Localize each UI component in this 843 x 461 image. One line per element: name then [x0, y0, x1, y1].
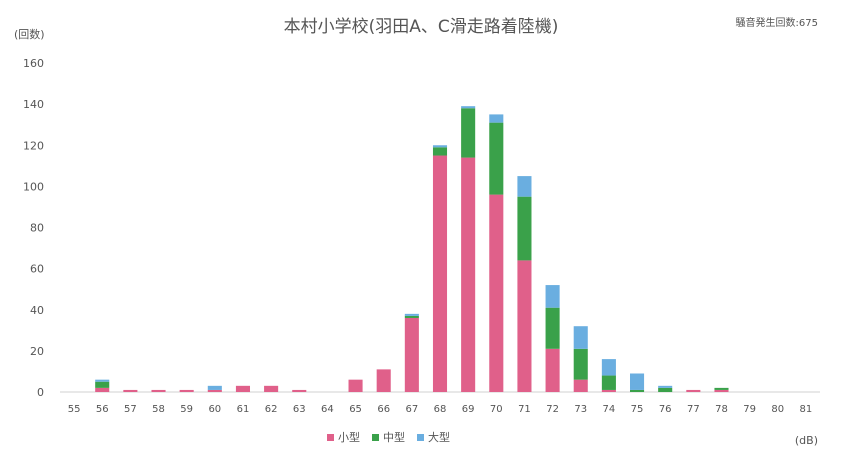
bar-segment-medium	[714, 387, 729, 390]
x-tick-label: 59	[180, 404, 193, 415]
y-tick-labels: 0 20 40 60 80 100 120 140 160	[23, 57, 44, 399]
bar-segment-small	[714, 389, 729, 392]
chart-legend: 小型 中型 大型	[327, 430, 450, 444]
bar-segment-small	[348, 379, 363, 392]
y-tick-label: 80	[30, 222, 44, 235]
bar-segment-small	[151, 389, 166, 392]
y-tick-label: 60	[30, 263, 44, 276]
legend-label: 大型	[428, 430, 450, 444]
x-tick-labels: 55 56 57 58 59 60 61 62 63 64 65 66 67 68 69 70 71 72 73 74…	[68, 404, 813, 415]
x-tick-label: 71	[518, 404, 531, 415]
legend-label: 小型	[338, 430, 360, 444]
y-tick-label: 140	[23, 98, 44, 111]
bar-segment-large	[207, 385, 222, 390]
x-tick-label: 69	[462, 404, 475, 415]
bar-segment-large	[573, 326, 588, 349]
bar-segment-medium	[601, 375, 616, 390]
bar-segment-large	[658, 385, 673, 388]
bar-segment-small	[545, 348, 560, 392]
bar-segment-small	[179, 389, 194, 392]
bar-segment-small	[95, 387, 110, 392]
bar-segment-medium	[95, 381, 110, 388]
x-axis-label: (dB)	[795, 434, 818, 447]
bar-segment-medium	[545, 307, 560, 349]
x-tick-label: 63	[293, 404, 306, 415]
x-tick-label: 61	[237, 404, 250, 415]
bar-segment-large	[95, 379, 110, 382]
y-tick-label: 0	[37, 386, 44, 399]
bar-segment-large	[489, 114, 504, 123]
bar-segment-small	[517, 260, 532, 392]
bar-segment-large	[404, 313, 419, 316]
bar-segment-small	[404, 317, 419, 392]
bar-segment-small	[601, 389, 616, 392]
x-tick-label: 74	[603, 404, 616, 415]
noise-count-note: 騒音発生回数:675	[736, 16, 818, 29]
x-tick-label: 76	[659, 404, 672, 415]
x-tick-label: 58	[152, 404, 165, 415]
bar-segment-large	[517, 176, 532, 197]
bar-segment-large	[630, 373, 645, 390]
bar-segment-small	[376, 369, 391, 392]
x-tick-label: 80	[771, 404, 784, 415]
y-tick-label: 100	[23, 180, 44, 193]
x-tick-label: 65	[349, 404, 362, 415]
x-tick-label: 75	[631, 404, 644, 415]
x-tick-label: 56	[96, 404, 109, 415]
bar-stacks	[95, 106, 729, 392]
y-axis-label: (回数)	[14, 28, 45, 41]
x-tick-label: 67	[405, 404, 418, 415]
bar-segment-large	[432, 145, 448, 148]
x-tick-label: 78	[715, 404, 728, 415]
chart-title: 本村小学校(羽田A、C滑走路着陸機)	[284, 17, 559, 37]
y-tick-label: 20	[30, 345, 44, 358]
bar-segment-large	[461, 106, 476, 109]
x-tick-label: 55	[68, 404, 81, 415]
bar-segment-small	[207, 389, 222, 392]
x-tick-label: 79	[743, 404, 756, 415]
bar-segment-small	[573, 379, 588, 392]
y-tick-label: 120	[23, 139, 44, 152]
bar-segment-large	[545, 285, 560, 308]
bar-segment-medium	[432, 147, 448, 156]
x-tick-label: 77	[687, 404, 700, 415]
x-tick-label: 72	[546, 404, 559, 415]
x-tick-label: 66	[377, 404, 390, 415]
bar-segment-medium	[461, 108, 476, 158]
x-tick-label: 57	[124, 404, 137, 415]
bar-segment-large	[601, 359, 616, 376]
bar-segment-medium	[489, 122, 504, 195]
bar-segment-small	[686, 389, 701, 392]
x-tick-label: 62	[265, 404, 278, 415]
x-tick-label: 64	[321, 404, 334, 415]
y-tick-label: 160	[23, 57, 44, 70]
bar-segment-small	[432, 155, 448, 392]
x-tick-label: 68	[434, 404, 447, 415]
bar-segment-small	[292, 389, 307, 392]
bar-segment-medium	[573, 348, 588, 380]
x-tick-label: 73	[574, 404, 587, 415]
bar-segment-small	[235, 385, 250, 392]
bar-segment-small	[264, 385, 279, 392]
y-tick-label: 40	[30, 304, 44, 317]
bar-segment-small	[489, 194, 504, 392]
legend-swatch	[327, 434, 334, 441]
legend-swatch	[417, 434, 424, 441]
bar-segment-small	[461, 157, 476, 392]
legend-label: 中型	[383, 430, 405, 444]
x-tick-label: 81	[800, 404, 813, 415]
x-tick-label: 70	[490, 404, 503, 415]
bar-segment-medium	[630, 389, 645, 392]
bar-segment-medium	[658, 387, 673, 392]
x-tick-label: 60	[208, 404, 221, 415]
bar-segment-medium	[517, 196, 532, 261]
bar-segment-medium	[404, 315, 419, 318]
bar-segment-small	[123, 389, 138, 392]
legend-swatch	[372, 434, 379, 441]
